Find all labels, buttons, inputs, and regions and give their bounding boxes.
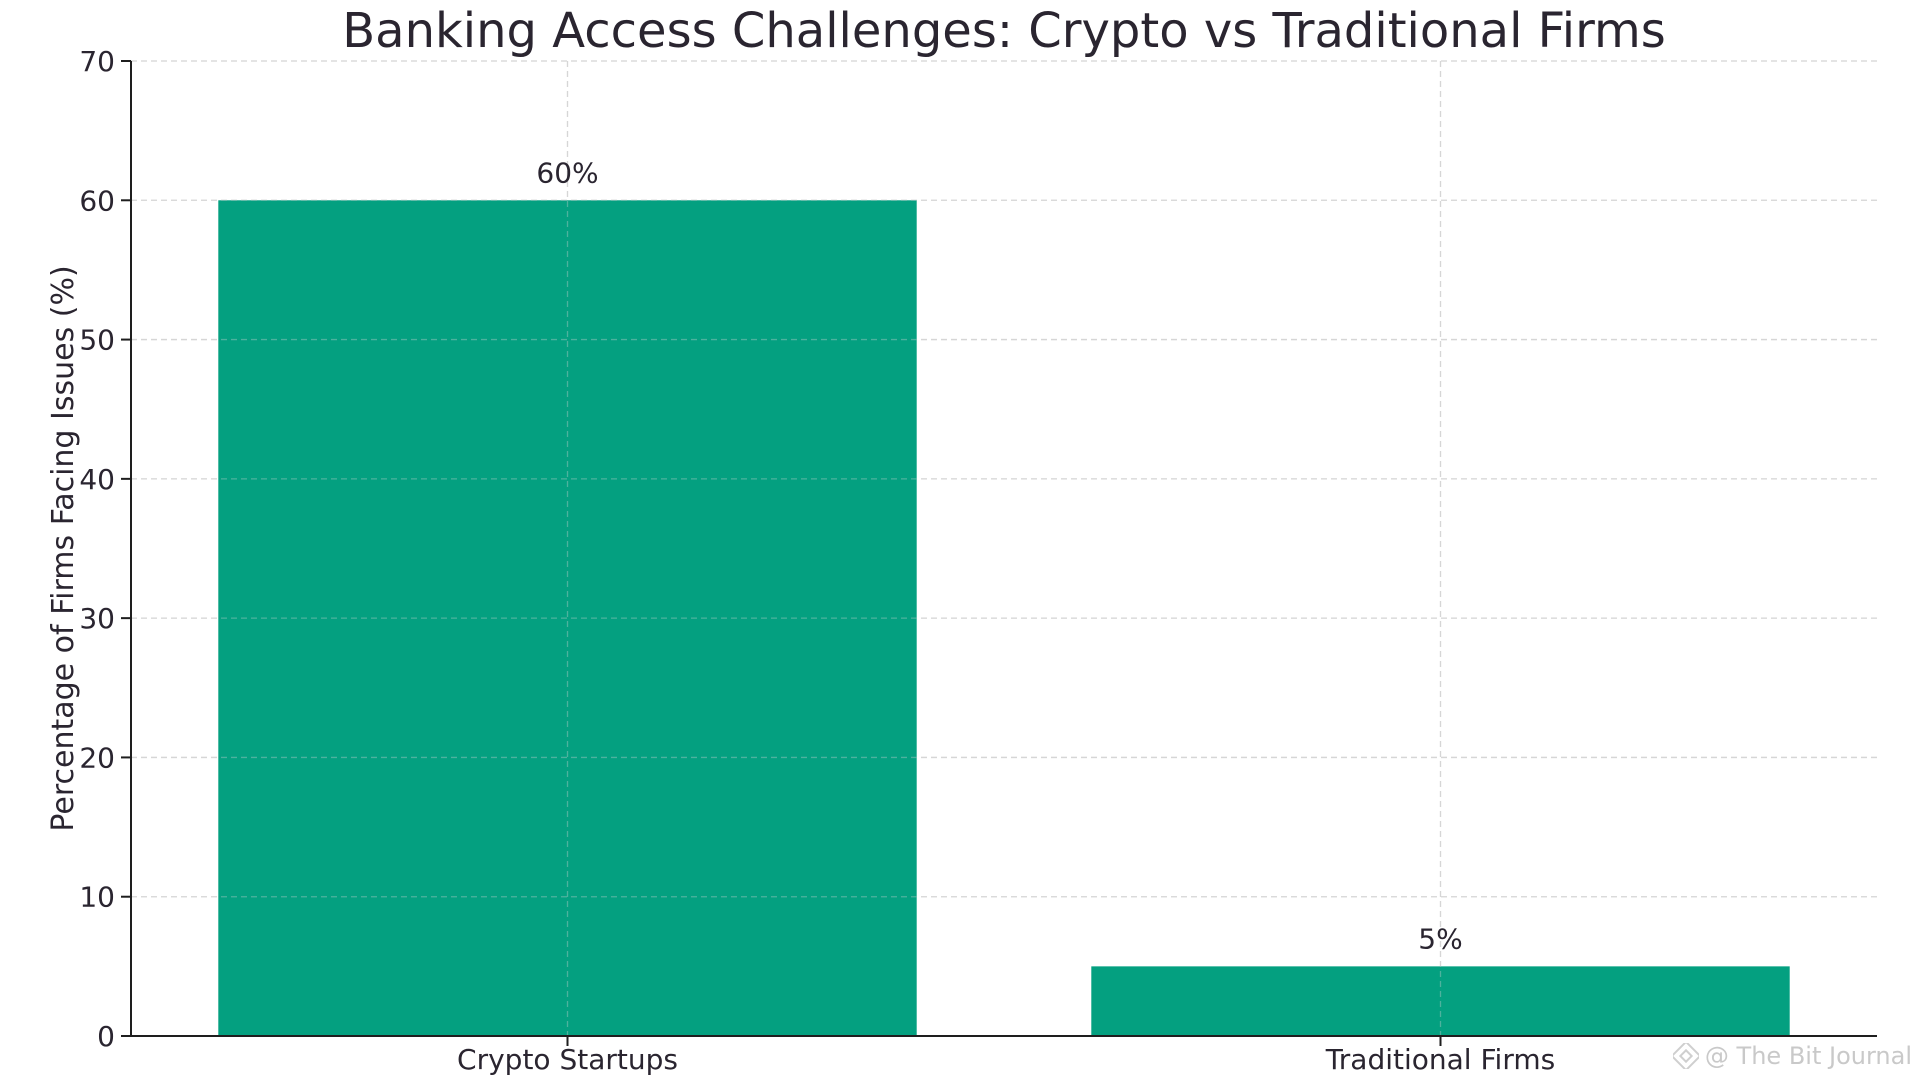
bar: [1091, 966, 1790, 1036]
y-tick-label: 50: [79, 324, 115, 357]
labels: 0 10 20 30 40 50 60 70 60% 5% Crypto Startups Tradi…: [79, 45, 1555, 1076]
x-category-label: Crypto Startups: [457, 1043, 678, 1076]
gridlines-overlay: [131, 60, 1877, 1037]
y-tick-label: 20: [79, 741, 115, 774]
y-axis-title: Percentage of Firms Facing Issues (%): [46, 265, 81, 831]
y-tick-label: 70: [79, 45, 115, 78]
x-category-label: Traditional Firms: [1325, 1043, 1555, 1076]
bars: [218, 200, 1790, 1037]
axes: [121, 60, 1877, 1046]
bar-value-label: 5%: [1418, 922, 1462, 955]
y-tick-label: 0: [97, 1020, 115, 1053]
chart-title: Banking Access Challenges: Crypto vs Tra…: [342, 3, 1666, 59]
bar-value-label: 60%: [536, 156, 598, 189]
y-tick-label: 30: [79, 602, 115, 635]
y-tick-label: 10: [79, 881, 115, 914]
watermark: @ The Bit Journal: [1672, 1042, 1912, 1070]
bar: [218, 200, 917, 1037]
binance-logo-icon: [1672, 1043, 1699, 1069]
y-tick-label: 40: [79, 463, 115, 496]
y-tick-label: 60: [79, 184, 115, 217]
watermark-text: @ The Bit Journal: [1704, 1042, 1912, 1070]
